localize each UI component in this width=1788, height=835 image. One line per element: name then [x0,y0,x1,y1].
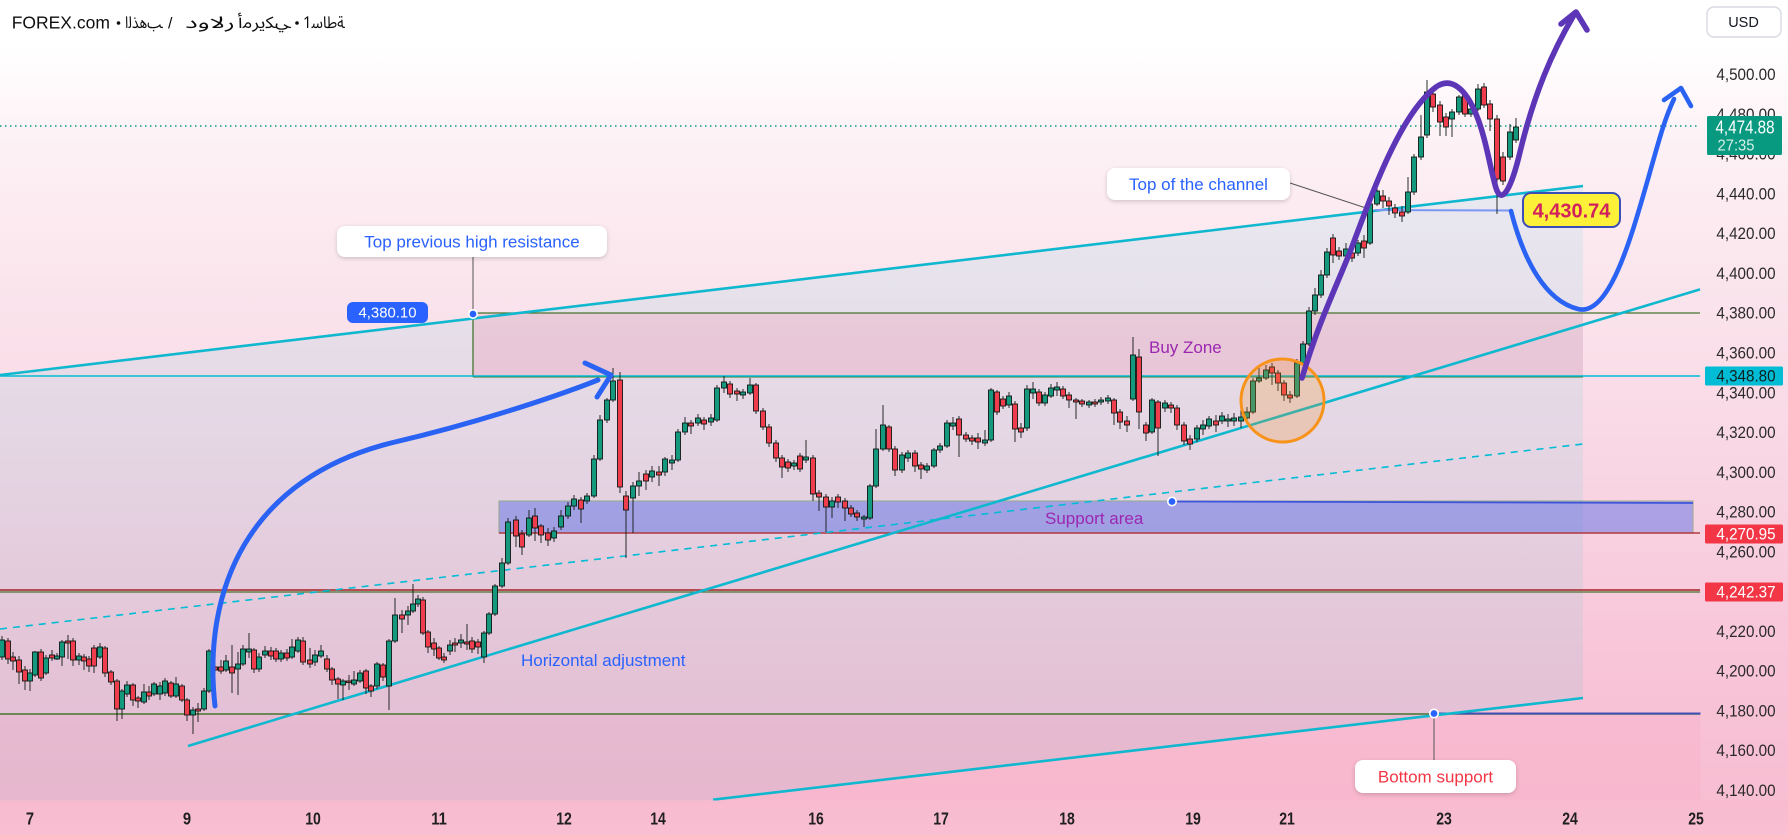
svg-text:4,420.00: 4,420.00 [1716,225,1775,243]
svg-text:4,160.00: 4,160.00 [1716,742,1775,760]
svg-text:19: 19 [1185,809,1201,829]
svg-text:7: 7 [26,809,34,829]
svg-text:4,348.80: 4,348.80 [1716,368,1775,386]
svg-text:4,200.00: 4,200.00 [1716,663,1775,681]
svg-text:4,242.37: 4,242.37 [1716,584,1775,602]
svg-text:4,320.00: 4,320.00 [1716,424,1775,442]
svg-text:4,380.10: 4,380.10 [359,306,417,322]
svg-text:4,270.95: 4,270.95 [1716,526,1775,544]
svg-text:11: 11 [431,809,447,829]
svg-text:FOREX.com: FOREX.com [12,13,110,33]
svg-text:25: 25 [1688,809,1704,829]
svg-text:4,380.00: 4,380.00 [1716,305,1775,323]
svg-text:4,260.00: 4,260.00 [1716,543,1775,561]
svg-text:USD: USD [1728,15,1759,31]
svg-text:21: 21 [1279,809,1295,829]
svg-text:Buy Zone: Buy Zone [1149,338,1222,357]
svg-text:4,180.00: 4,180.00 [1716,702,1775,720]
svg-text:24: 24 [1562,809,1578,829]
svg-text:14: 14 [650,809,666,829]
svg-text:4,440.00: 4,440.00 [1716,185,1775,203]
svg-text:4,140.00: 4,140.00 [1716,782,1775,800]
svg-text:17: 17 [933,809,949,829]
svg-text:Top previous high resistance: Top previous high resistance [364,232,579,251]
svg-text:Bottom support: Bottom support [1378,767,1494,786]
svg-text:16: 16 [808,809,824,829]
svg-text:4,220.00: 4,220.00 [1716,623,1775,641]
svg-text:23: 23 [1436,809,1452,829]
svg-text:Horizontal adjustment: Horizontal adjustment [521,651,686,670]
svg-text:4,474.88: 4,474.88 [1716,117,1775,138]
svg-text:12: 12 [556,809,572,829]
svg-text:4,340.00: 4,340.00 [1716,384,1775,402]
svg-text:Support area: Support area [1045,509,1144,528]
svg-text:9: 9 [183,809,191,829]
svg-text:4,400.00: 4,400.00 [1716,265,1775,283]
svg-text:/: / [168,16,173,33]
svg-text:4,430.74: 4,430.74 [1533,201,1612,223]
svg-text:18: 18 [1059,809,1075,829]
svg-text:4,360.00: 4,360.00 [1716,345,1775,363]
svg-text:4,280.00: 4,280.00 [1716,504,1775,522]
svg-text:27:35: 27:35 [1718,138,1755,155]
svg-text:10: 10 [305,809,321,829]
svg-text:Top of the channel: Top of the channel [1129,175,1268,194]
svg-text:4,500.00: 4,500.00 [1716,66,1775,84]
svg-text:4,300.00: 4,300.00 [1716,464,1775,482]
